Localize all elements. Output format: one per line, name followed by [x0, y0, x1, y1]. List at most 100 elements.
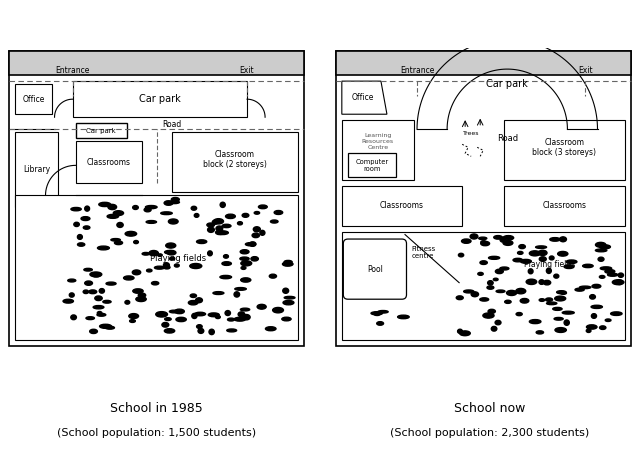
Ellipse shape [488, 281, 493, 285]
Ellipse shape [471, 292, 479, 297]
Ellipse shape [266, 327, 276, 331]
Bar [10, 51, 304, 75]
Ellipse shape [93, 306, 104, 309]
Ellipse shape [164, 266, 170, 269]
Ellipse shape [519, 244, 525, 249]
Ellipse shape [162, 322, 169, 327]
Ellipse shape [493, 235, 502, 239]
Bar [504, 186, 625, 226]
Ellipse shape [547, 302, 557, 305]
Ellipse shape [456, 296, 463, 299]
Ellipse shape [553, 308, 562, 310]
Ellipse shape [518, 251, 523, 254]
Ellipse shape [167, 250, 176, 255]
Ellipse shape [555, 327, 566, 332]
Ellipse shape [483, 313, 494, 318]
Ellipse shape [540, 257, 547, 261]
Ellipse shape [228, 318, 234, 321]
Text: Computer
room: Computer room [355, 159, 388, 172]
Ellipse shape [107, 214, 118, 218]
Ellipse shape [238, 312, 244, 317]
Ellipse shape [492, 327, 497, 331]
Ellipse shape [250, 242, 256, 246]
Ellipse shape [591, 305, 602, 308]
Bar [15, 132, 58, 207]
Text: (School population: 2,300 students): (School population: 2,300 students) [390, 428, 589, 438]
Ellipse shape [529, 320, 541, 324]
Ellipse shape [241, 267, 246, 269]
Ellipse shape [84, 206, 90, 211]
Ellipse shape [283, 300, 294, 305]
Ellipse shape [564, 265, 574, 268]
Ellipse shape [559, 237, 566, 242]
Ellipse shape [195, 312, 205, 316]
Ellipse shape [549, 256, 554, 260]
Ellipse shape [144, 208, 151, 212]
Ellipse shape [488, 309, 495, 313]
Ellipse shape [100, 324, 111, 328]
Ellipse shape [108, 204, 116, 210]
Ellipse shape [113, 211, 124, 216]
Ellipse shape [496, 290, 505, 293]
Ellipse shape [536, 246, 547, 249]
Ellipse shape [196, 325, 202, 328]
Ellipse shape [586, 325, 597, 329]
Ellipse shape [241, 261, 252, 266]
Ellipse shape [234, 318, 246, 321]
Ellipse shape [207, 251, 212, 256]
Ellipse shape [95, 296, 102, 300]
Ellipse shape [164, 201, 173, 205]
Text: Car park: Car park [139, 94, 180, 104]
Ellipse shape [495, 269, 503, 274]
Ellipse shape [222, 262, 232, 265]
Ellipse shape [274, 211, 283, 215]
Ellipse shape [172, 198, 179, 202]
Ellipse shape [83, 290, 88, 294]
Ellipse shape [63, 299, 74, 303]
Bar [172, 132, 298, 193]
Ellipse shape [68, 279, 76, 282]
Ellipse shape [242, 213, 249, 217]
Ellipse shape [374, 312, 380, 316]
Ellipse shape [209, 329, 214, 335]
Ellipse shape [516, 313, 522, 316]
Ellipse shape [90, 329, 97, 333]
Ellipse shape [243, 314, 250, 320]
Text: Car park: Car park [86, 128, 116, 134]
Ellipse shape [71, 315, 76, 320]
Ellipse shape [237, 221, 243, 225]
Ellipse shape [216, 230, 224, 235]
Ellipse shape [156, 312, 168, 317]
Ellipse shape [240, 250, 249, 254]
Ellipse shape [564, 320, 570, 325]
Ellipse shape [125, 300, 130, 304]
Ellipse shape [174, 264, 179, 267]
Ellipse shape [543, 281, 550, 285]
Ellipse shape [132, 206, 138, 209]
Text: Road: Road [497, 134, 518, 143]
Ellipse shape [259, 205, 268, 209]
Text: Classrooms: Classrooms [543, 202, 586, 211]
Text: Office: Office [352, 93, 374, 102]
Ellipse shape [147, 269, 152, 272]
Ellipse shape [566, 260, 577, 263]
Ellipse shape [86, 317, 95, 320]
Ellipse shape [560, 291, 566, 295]
Ellipse shape [592, 285, 601, 288]
Ellipse shape [190, 294, 196, 298]
Ellipse shape [538, 250, 547, 256]
Ellipse shape [520, 259, 531, 263]
Ellipse shape [216, 226, 223, 231]
Bar [15, 84, 52, 114]
Ellipse shape [506, 290, 516, 295]
Ellipse shape [71, 207, 81, 211]
Ellipse shape [579, 286, 591, 289]
Ellipse shape [234, 292, 239, 297]
Ellipse shape [240, 257, 249, 260]
Ellipse shape [493, 278, 498, 281]
Text: Trees: Trees [463, 131, 479, 136]
Ellipse shape [168, 219, 178, 224]
Text: Entrance: Entrance [400, 66, 434, 75]
Ellipse shape [103, 300, 111, 303]
Text: Playing fields: Playing fields [150, 254, 206, 263]
